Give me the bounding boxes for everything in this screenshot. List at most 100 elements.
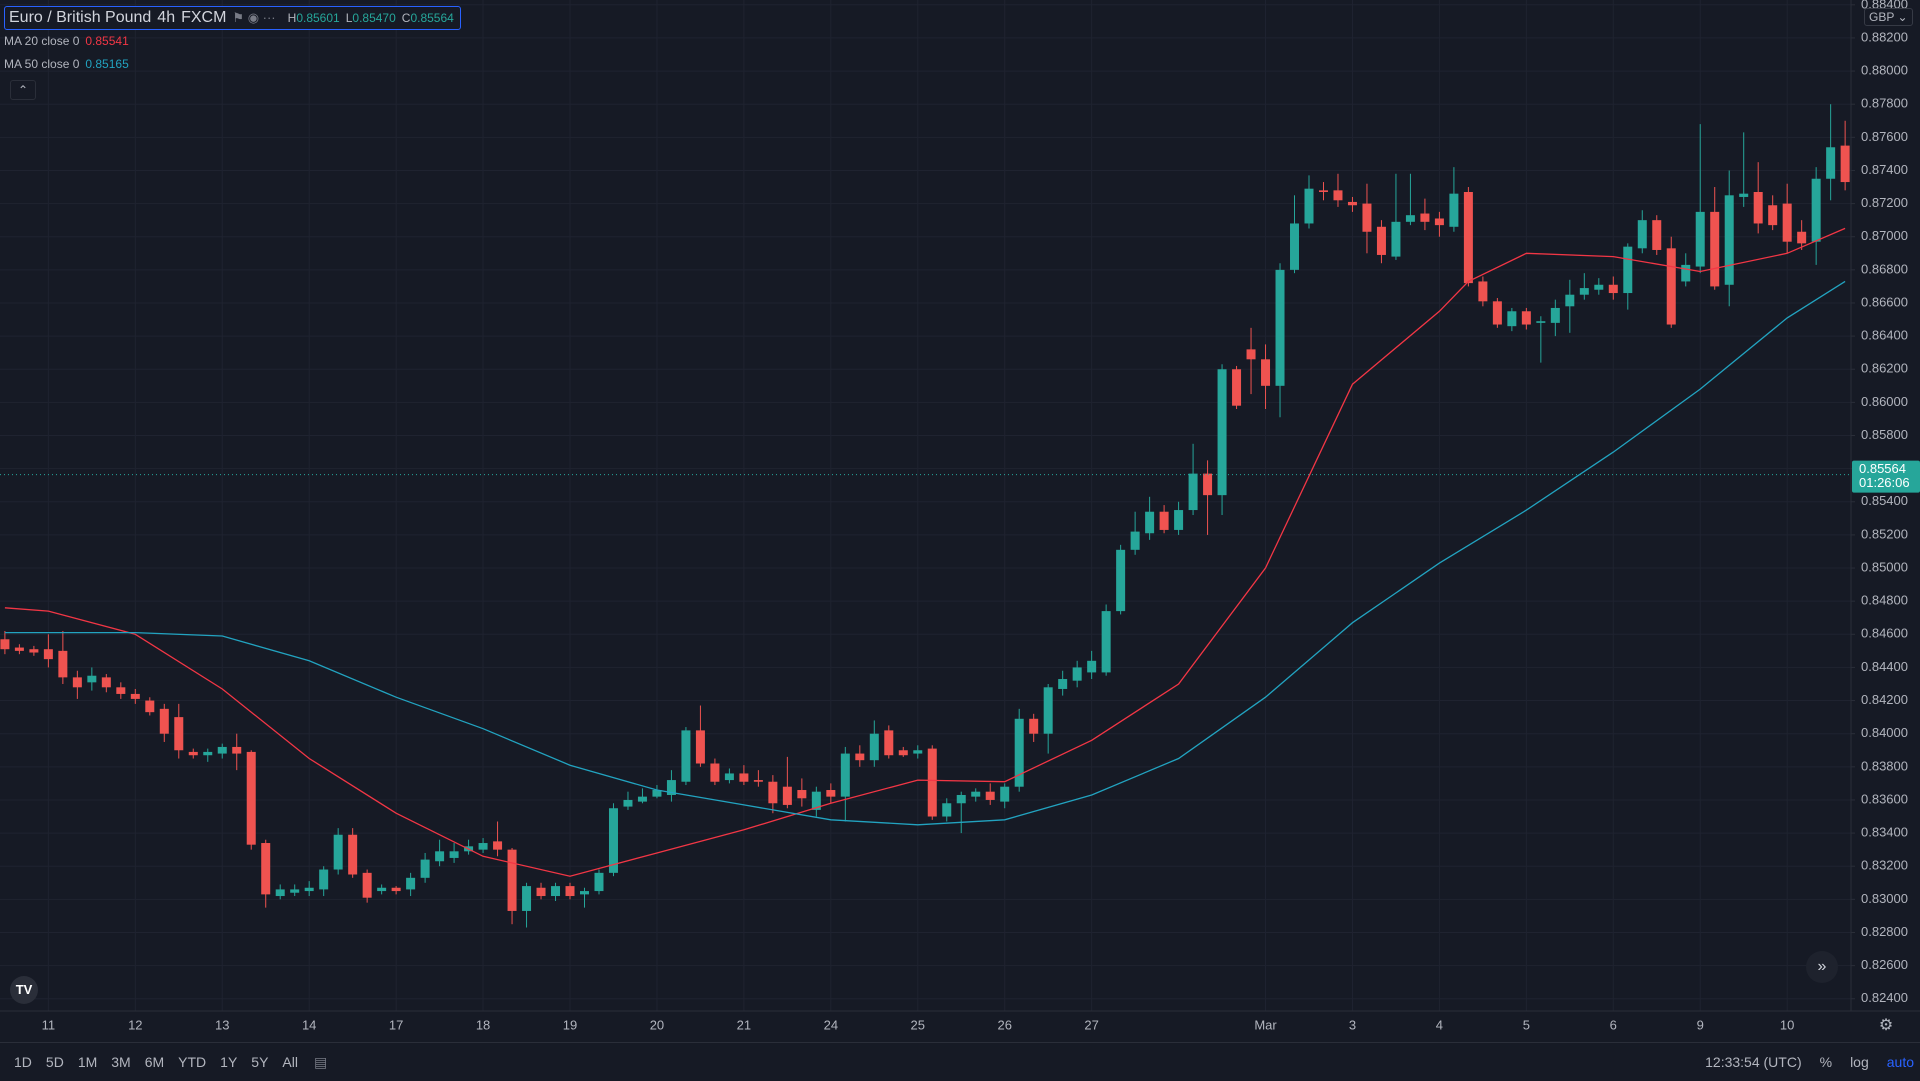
- candle-body: [1579, 288, 1589, 295]
- candle-body: [391, 887, 401, 892]
- clock: 12:33:54 (UTC): [1705, 1054, 1802, 1070]
- x-tick-label: 12: [128, 1017, 142, 1032]
- date-range-icon[interactable]: ▤: [313, 1053, 328, 1070]
- candle-body: [1072, 667, 1082, 681]
- candle-body: [522, 886, 532, 911]
- candle-body: [1608, 284, 1618, 294]
- x-tick-label: 14: [302, 1017, 316, 1032]
- logo[interactable]: TV: [10, 976, 38, 1004]
- candle-body: [652, 790, 662, 797]
- ma-value: 0.85541: [85, 34, 129, 48]
- candle-body: [1029, 718, 1039, 734]
- range-button[interactable]: 1M: [77, 1054, 98, 1070]
- scroll-button[interactable]: »: [1806, 951, 1838, 983]
- ma-legend[interactable]: MA 20 close 0 0.85541: [4, 34, 129, 48]
- chart: 0.82400 0.82600 0.82800 0.83000 0.83200 0.834…: [0, 0, 1920, 1034]
- candle-body: [1391, 221, 1401, 257]
- candle-body: [261, 843, 271, 895]
- symbol-legend[interactable]: Euro / British Pound 4h FXCM ⚑ ◉ ··· H0.…: [4, 6, 461, 30]
- range-button[interactable]: 6M: [144, 1054, 165, 1070]
- interval: 4h: [157, 9, 176, 26]
- ohlc-label: C: [401, 11, 411, 25]
- symbol-name[interactable]: Euro / British Pound: [9, 9, 152, 26]
- candle-body: [753, 780, 763, 782]
- candle-body: [1014, 718, 1024, 787]
- y-tick-label: 0.88200: [1861, 29, 1908, 44]
- candle-body: [1333, 190, 1343, 201]
- candle-body: [1130, 531, 1140, 550]
- range-button[interactable]: 1D: [14, 1054, 32, 1070]
- x-tick-label: 21: [737, 1017, 751, 1032]
- icons[interactable]: ⚑ ◉ ···: [232, 10, 276, 25]
- candle-body: [724, 773, 734, 781]
- ma-value: 0.85165: [85, 57, 129, 71]
- candle-body: [72, 677, 82, 688]
- ma-legend[interactable]: MA 50 close 0 0.85165: [4, 57, 129, 71]
- candle-body: [1492, 301, 1502, 325]
- x-tick-label: 20: [650, 1017, 664, 1032]
- scale-option[interactable]: %: [1819, 1054, 1833, 1070]
- candle-body: [290, 889, 300, 893]
- candle-body: [884, 730, 894, 756]
- candle-body: [348, 834, 358, 875]
- candle-body: [840, 753, 850, 797]
- candle-body: [811, 791, 821, 810]
- candle-body: [637, 796, 647, 802]
- candle-body: [145, 700, 155, 713]
- candle-body: [1290, 223, 1300, 270]
- candle-body: [1159, 511, 1169, 530]
- candle-body: [1246, 349, 1256, 360]
- range-button[interactable]: 3M: [111, 1054, 131, 1070]
- scale-option[interactable]: log: [1850, 1054, 1869, 1070]
- candle-body: [14, 647, 24, 651]
- candle-body: [1724, 195, 1734, 285]
- range-button[interactable]: All: [282, 1054, 298, 1070]
- y-tick-label: 0.82400: [1861, 990, 1908, 1005]
- scale-option[interactable]: auto: [1886, 1054, 1914, 1070]
- candle-body: [695, 730, 705, 764]
- y-tick-label: 0.82800: [1861, 924, 1908, 939]
- candle-body: [1043, 687, 1053, 734]
- candle-body: [1826, 147, 1836, 179]
- x-tick-label: 26: [997, 1017, 1011, 1032]
- x-tick-label: Mar: [1254, 1017, 1277, 1032]
- candle-body: [174, 717, 184, 751]
- y-tick-label: 0.84800: [1861, 593, 1908, 608]
- candle-body: [1463, 191, 1473, 284]
- candle-body: [232, 746, 242, 754]
- range-button[interactable]: 5D: [45, 1054, 64, 1070]
- candle-body: [101, 677, 111, 688]
- range-button[interactable]: YTD: [178, 1054, 207, 1070]
- range-button[interactable]: 1Y: [220, 1054, 238, 1070]
- candle-body: [304, 887, 314, 892]
- ma-name: MA 50 close 0: [4, 57, 80, 71]
- candle-body: [1521, 311, 1531, 325]
- candle-body: [971, 791, 981, 797]
- candle-body: [666, 780, 676, 795]
- candle-body: [1768, 205, 1778, 226]
- y-tick-label: 0.87600: [1861, 129, 1908, 144]
- candle-body: [739, 773, 749, 782]
- candle-body: [1347, 201, 1357, 206]
- candle-body: [0, 639, 10, 650]
- candle-body: [1478, 281, 1488, 302]
- scale-options: % log auto: [1802, 1054, 1914, 1070]
- candle-body: [1318, 190, 1328, 192]
- candle-body: [217, 746, 227, 754]
- y-tick-label: 0.87200: [1861, 195, 1908, 210]
- candle-body: [507, 849, 517, 911]
- current-price-label: 0.85564: [1859, 461, 1906, 476]
- x-tick-label: 17: [389, 1017, 403, 1032]
- x-tick-label: 10: [1780, 1017, 1794, 1032]
- currency[interactable]: GBP ⌄: [1864, 8, 1913, 26]
- candle-body: [1652, 220, 1662, 250]
- candle-body: [956, 794, 966, 804]
- y-tick-label: 0.86600: [1861, 294, 1908, 309]
- collapse-button[interactable]: ⌃: [10, 80, 36, 100]
- settings-icon: ⚙: [1879, 1017, 1893, 1034]
- y-tick-label: 0.83200: [1861, 858, 1908, 873]
- range-button[interactable]: 5Y: [251, 1054, 269, 1070]
- candle-body: [1188, 473, 1198, 511]
- candle-body: [1275, 269, 1285, 386]
- x-tick-label: 24: [824, 1017, 838, 1032]
